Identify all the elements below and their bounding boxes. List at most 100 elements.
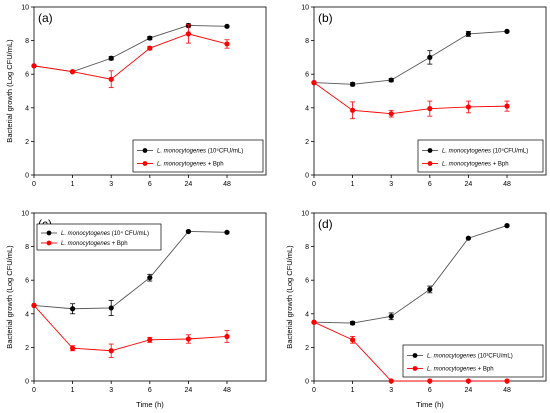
x-tick-label: 1 — [71, 387, 75, 394]
data-point — [504, 223, 510, 229]
series-line — [33, 25, 228, 73]
data-point — [224, 229, 230, 235]
x-tick-label: 6 — [148, 387, 152, 394]
data-point — [185, 336, 191, 342]
x-tick-label: 1 — [71, 181, 75, 188]
data-point — [465, 378, 471, 384]
data-point — [504, 103, 510, 109]
x-tick-label: 1 — [351, 181, 355, 188]
legend: L. monocytogenes (10⁴ CFU/mL) L. monocyto… — [36, 223, 162, 251]
series-line — [313, 321, 507, 382]
y-tick-label: 0 — [25, 379, 29, 386]
y-tick-label: 10 — [21, 211, 29, 218]
data-point — [388, 77, 394, 83]
y-tick-label: 8 — [305, 38, 309, 45]
legend: L. monocytogenes (10⁵CFU/mL) L. monocytog… — [417, 139, 544, 173]
data-point — [185, 31, 191, 37]
y-tick-label: 2 — [25, 345, 29, 352]
y-tick-label: 10 — [301, 211, 309, 218]
legend-entry: L. monocytogenes + Bph — [61, 241, 128, 247]
x-tick-label: 6 — [148, 181, 152, 188]
data-point — [108, 305, 114, 311]
data-point — [504, 28, 510, 34]
legend-marker — [412, 353, 418, 358]
data-point — [108, 55, 114, 61]
series-line — [33, 231, 228, 310]
x-tick-label: 6 — [428, 387, 432, 394]
data-point — [504, 378, 510, 384]
legend-marker — [46, 230, 52, 236]
series-line — [33, 33, 228, 80]
y-axis-label: Bacterial growth (Log CFU/mL) — [285, 245, 294, 349]
legend-marker — [46, 240, 52, 246]
panel-label: (a) — [38, 11, 53, 25]
series-2 — [31, 24, 230, 89]
y-tick-label: 8 — [25, 38, 29, 45]
x-axis-label: Time (h) — [416, 400, 444, 409]
x-tick-label: 24 — [185, 387, 193, 394]
y-tick-label: 2 — [25, 139, 29, 146]
y-tick-label: 4 — [305, 105, 309, 112]
x-tick-label: 1 — [351, 387, 355, 394]
x-tick-label: 48 — [503, 387, 511, 394]
legend: L. monocytogenes (10³CFU/mL) L. monocytog… — [402, 344, 544, 378]
data-point — [31, 302, 37, 308]
x-tick-label: 24 — [465, 387, 473, 394]
data-point — [70, 69, 76, 75]
y-tick-label: 0 — [305, 379, 309, 386]
data-point — [465, 31, 471, 37]
data-point — [70, 345, 76, 351]
data-point — [388, 313, 394, 319]
panel-label: (b) — [318, 11, 333, 25]
data-point — [350, 81, 356, 87]
legend-entry: L. monocytogenes + Bph — [427, 367, 494, 373]
legend-box — [417, 139, 544, 173]
data-point — [427, 54, 433, 61]
x-tick-label: 3 — [109, 387, 113, 394]
y-axis-label: Bacterial growth (Log CFU/mL) — [5, 39, 14, 143]
x-tick-label: 0 — [32, 387, 36, 394]
x-tick-label: 3 — [389, 387, 393, 394]
legend-marker — [142, 161, 148, 166]
x-axis-label: Time (h) — [136, 400, 164, 409]
legend-box — [36, 223, 162, 251]
y-tick-label: 10 — [21, 5, 29, 12]
data-point — [427, 378, 433, 384]
series-line — [33, 305, 228, 352]
legend-entry: L. monocytogenes (10³CFU/mL) — [427, 354, 513, 360]
x-tick-label: 3 — [389, 181, 393, 188]
x-tick-label: 0 — [312, 387, 316, 394]
data-point — [350, 107, 356, 113]
legend-entry: L. monocytogenes + Bph — [157, 162, 224, 168]
data-point — [311, 80, 317, 86]
series-2 — [311, 319, 510, 384]
legend: L. monocytogenes (10⁵CFU/mL) L. monocytog… — [132, 139, 264, 173]
legend-marker — [412, 366, 418, 371]
series-1 — [311, 28, 510, 87]
legend-box — [132, 139, 264, 173]
x-tick-label: 48 — [223, 387, 231, 394]
y-tick-label: 8 — [25, 244, 29, 251]
legend-marker — [427, 161, 433, 166]
y-tick-label: 2 — [305, 139, 309, 146]
series-1 — [31, 22, 230, 75]
x-tick-label: 24 — [465, 181, 473, 188]
data-point — [388, 111, 394, 117]
y-tick-label: 6 — [305, 278, 309, 285]
series-2 — [311, 80, 510, 120]
series-line — [313, 30, 508, 85]
data-point — [427, 106, 433, 112]
x-tick-label: 48 — [503, 181, 511, 188]
data-point — [108, 348, 114, 354]
legend-marker — [142, 148, 148, 153]
data-point — [350, 320, 356, 326]
x-tick-label: 0 — [312, 181, 316, 188]
data-point — [465, 235, 471, 241]
x-tick-label: 48 — [223, 181, 231, 188]
x-tick-label: 6 — [428, 181, 432, 188]
data-point — [147, 35, 153, 41]
